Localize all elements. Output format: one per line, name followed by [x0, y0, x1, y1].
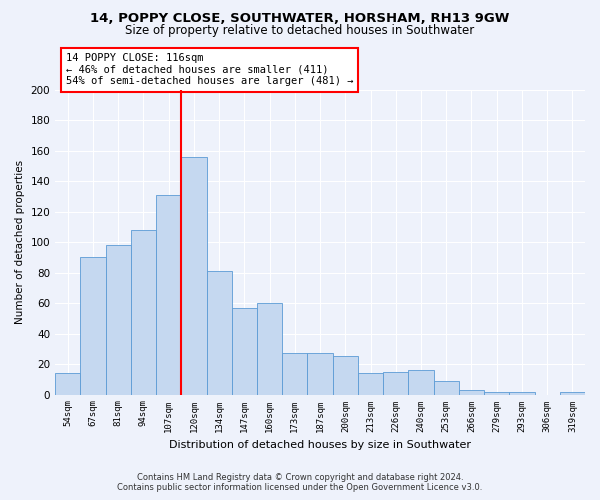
Bar — [282, 354, 307, 395]
Bar — [332, 356, 358, 395]
Bar — [383, 372, 409, 394]
Bar — [257, 303, 282, 394]
Bar — [156, 195, 181, 394]
Bar — [409, 370, 434, 394]
Text: 14, POPPY CLOSE, SOUTHWATER, HORSHAM, RH13 9GW: 14, POPPY CLOSE, SOUTHWATER, HORSHAM, RH… — [91, 12, 509, 26]
Y-axis label: Number of detached properties: Number of detached properties — [15, 160, 25, 324]
Bar — [106, 245, 131, 394]
Bar — [560, 392, 585, 394]
Bar — [509, 392, 535, 394]
Bar — [131, 230, 156, 394]
Text: 14 POPPY CLOSE: 116sqm
← 46% of detached houses are smaller (411)
54% of semi-de: 14 POPPY CLOSE: 116sqm ← 46% of detached… — [66, 54, 353, 86]
Bar — [206, 271, 232, 394]
Text: Contains HM Land Registry data © Crown copyright and database right 2024.
Contai: Contains HM Land Registry data © Crown c… — [118, 473, 482, 492]
Text: Size of property relative to detached houses in Southwater: Size of property relative to detached ho… — [125, 24, 475, 37]
X-axis label: Distribution of detached houses by size in Southwater: Distribution of detached houses by size … — [169, 440, 471, 450]
Bar — [307, 354, 332, 395]
Bar — [484, 392, 509, 394]
Bar — [459, 390, 484, 394]
Bar — [80, 258, 106, 394]
Bar — [55, 373, 80, 394]
Bar — [358, 373, 383, 394]
Bar — [181, 156, 206, 394]
Bar — [434, 381, 459, 394]
Bar — [232, 308, 257, 394]
